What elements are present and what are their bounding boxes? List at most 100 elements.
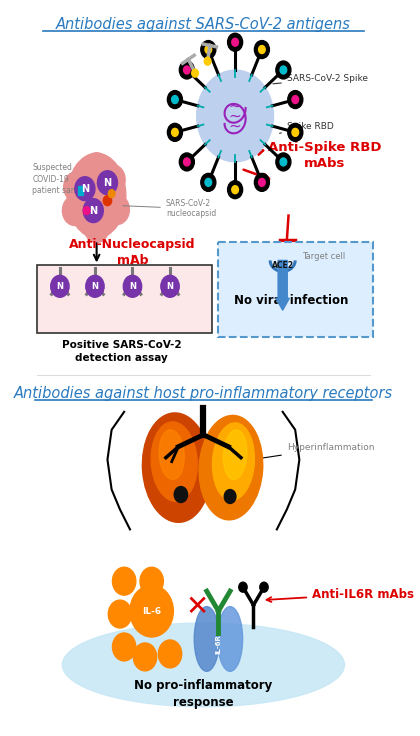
Circle shape xyxy=(63,196,87,225)
Circle shape xyxy=(228,33,243,52)
Circle shape xyxy=(87,286,92,292)
Text: SARS-CoV-2 Spike: SARS-CoV-2 Spike xyxy=(273,74,368,84)
Text: Target cell: Target cell xyxy=(302,252,345,261)
FancyBboxPatch shape xyxy=(218,242,373,337)
Circle shape xyxy=(179,61,194,79)
Circle shape xyxy=(197,70,273,162)
Circle shape xyxy=(103,196,112,205)
Circle shape xyxy=(205,178,212,186)
Circle shape xyxy=(133,643,157,670)
Circle shape xyxy=(259,46,265,54)
Text: SARS-CoV-2
nucleocapsid: SARS-CoV-2 nucleocapsid xyxy=(123,199,216,219)
Text: Antibodies against host pro-inflammatory receptors: Antibodies against host pro-inflammatory… xyxy=(14,386,393,401)
Circle shape xyxy=(228,181,243,199)
Circle shape xyxy=(179,153,194,171)
Text: N: N xyxy=(81,184,89,194)
Text: Spike RBD: Spike RBD xyxy=(280,122,333,133)
Circle shape xyxy=(232,38,239,46)
Text: ACE2: ACE2 xyxy=(272,261,294,270)
Text: N: N xyxy=(89,205,97,216)
Circle shape xyxy=(113,633,136,661)
Circle shape xyxy=(108,190,115,198)
Text: ✕: ✕ xyxy=(186,593,209,621)
Text: IL-6R: IL-6R xyxy=(215,634,221,654)
Circle shape xyxy=(292,96,299,104)
Circle shape xyxy=(84,213,109,242)
Text: Anti-IL6R mAbs: Anti-IL6R mAbs xyxy=(267,587,414,602)
Ellipse shape xyxy=(218,606,243,671)
Text: N: N xyxy=(56,282,63,291)
Text: N: N xyxy=(103,177,112,188)
Circle shape xyxy=(52,286,57,292)
Circle shape xyxy=(124,286,129,292)
Ellipse shape xyxy=(142,413,211,523)
Circle shape xyxy=(292,128,299,136)
Circle shape xyxy=(100,165,125,194)
Circle shape xyxy=(204,57,211,66)
Circle shape xyxy=(123,275,142,297)
Circle shape xyxy=(172,128,178,136)
Circle shape xyxy=(162,286,167,292)
Circle shape xyxy=(201,174,216,191)
Text: IL-6: IL-6 xyxy=(142,606,161,615)
Text: N: N xyxy=(129,282,136,291)
Ellipse shape xyxy=(199,415,263,520)
Circle shape xyxy=(173,286,178,292)
Circle shape xyxy=(130,585,173,637)
Circle shape xyxy=(104,194,129,224)
Circle shape xyxy=(260,582,268,592)
Text: No viral infection: No viral infection xyxy=(234,294,348,307)
Text: ~: ~ xyxy=(229,108,241,124)
Circle shape xyxy=(75,177,95,201)
Circle shape xyxy=(168,124,182,141)
Circle shape xyxy=(98,286,103,292)
Ellipse shape xyxy=(223,430,247,480)
Circle shape xyxy=(232,185,239,194)
Ellipse shape xyxy=(151,422,197,501)
Circle shape xyxy=(201,40,216,58)
Circle shape xyxy=(140,567,163,595)
Ellipse shape xyxy=(194,606,219,671)
Circle shape xyxy=(280,66,287,74)
Circle shape xyxy=(161,275,179,297)
Bar xyxy=(78,185,83,194)
Circle shape xyxy=(224,489,236,503)
Circle shape xyxy=(288,91,303,108)
Circle shape xyxy=(280,158,287,166)
Text: Positive SARS-CoV-2
detection assay: Positive SARS-CoV-2 detection assay xyxy=(62,340,181,363)
FancyArrow shape xyxy=(276,261,289,310)
FancyBboxPatch shape xyxy=(37,266,212,333)
Text: Anti-Nucleocapsid
mAb: Anti-Nucleocapsid mAb xyxy=(69,238,196,267)
Circle shape xyxy=(97,171,118,194)
Circle shape xyxy=(136,286,141,292)
Ellipse shape xyxy=(68,153,126,238)
Circle shape xyxy=(64,171,89,202)
Circle shape xyxy=(255,40,269,58)
Circle shape xyxy=(184,66,190,74)
Circle shape xyxy=(288,124,303,141)
Circle shape xyxy=(276,153,291,171)
Circle shape xyxy=(184,158,190,166)
Circle shape xyxy=(205,46,212,54)
Ellipse shape xyxy=(62,623,344,707)
Circle shape xyxy=(276,61,291,79)
Text: N: N xyxy=(92,282,98,291)
Circle shape xyxy=(63,286,68,292)
Circle shape xyxy=(192,69,198,77)
Text: Anti-Spike RBD
mAbs: Anti-Spike RBD mAbs xyxy=(268,141,381,170)
Circle shape xyxy=(51,275,69,297)
Text: Suspected
COVID-19
patient sample: Suspected COVID-19 patient sample xyxy=(32,163,90,195)
Text: Hyperinflammation: Hyperinflammation xyxy=(241,443,374,461)
Text: N: N xyxy=(167,282,173,291)
Text: No pro-inflammatory
response: No pro-inflammatory response xyxy=(134,679,273,709)
Ellipse shape xyxy=(213,423,255,500)
Circle shape xyxy=(113,567,136,595)
Text: ~: ~ xyxy=(229,118,241,133)
Circle shape xyxy=(239,582,247,592)
Circle shape xyxy=(174,486,188,503)
Circle shape xyxy=(83,207,90,215)
Circle shape xyxy=(158,640,182,668)
Circle shape xyxy=(168,91,182,108)
Circle shape xyxy=(84,153,109,183)
Circle shape xyxy=(255,174,269,191)
